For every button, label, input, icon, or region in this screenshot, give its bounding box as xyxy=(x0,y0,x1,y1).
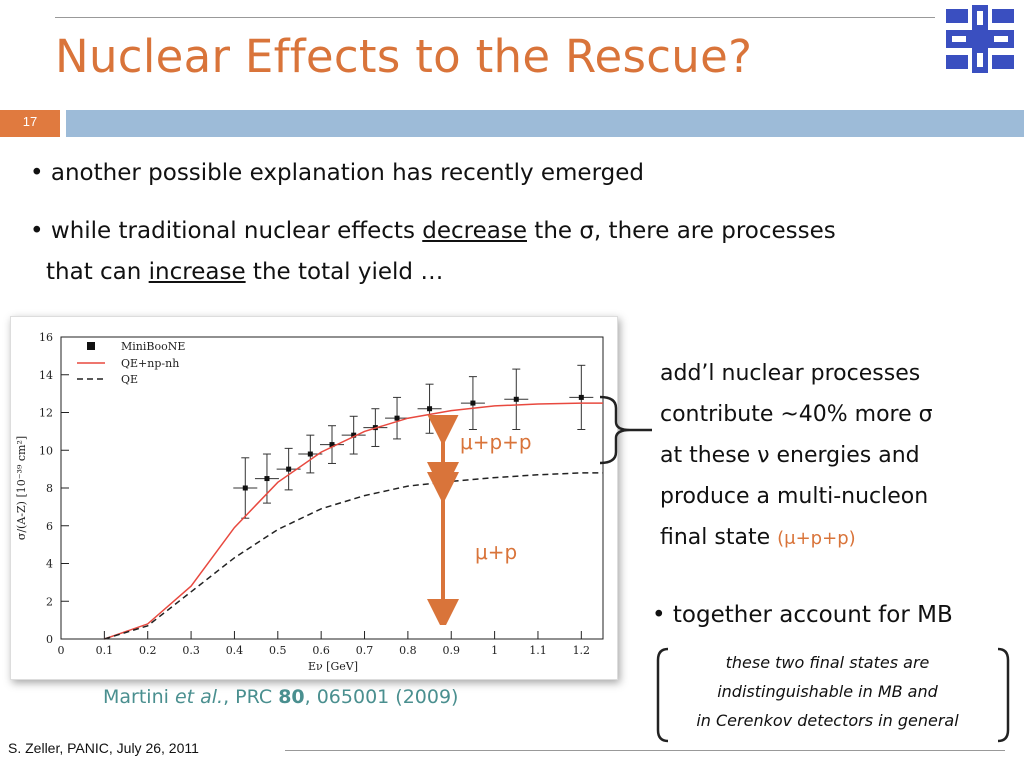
note-line-3: in Cerenkov detectors in general xyxy=(696,711,959,730)
cross-section-chart: 0 0.1 0.2 0.3 0.4 0.5 0.6 0.7 0.8 0.9 1 1.1 1.2 0 2 4 6 8… xyxy=(15,331,604,673)
annotation-line-3: at these ν energies and xyxy=(660,443,920,468)
lower-arrow-label: μ+p xyxy=(475,540,518,564)
top-rule xyxy=(55,17,935,18)
y-tick-label: 6 xyxy=(46,520,53,533)
note-brackets xyxy=(656,647,1010,743)
x-tick-label: 1.1 xyxy=(529,644,547,657)
legend-marker-miniboone xyxy=(87,342,95,350)
y-tick-label: 2 xyxy=(46,595,53,608)
bullet-3-text: together account for MB xyxy=(672,602,953,628)
x-tick-label: 0.2 xyxy=(139,644,157,657)
x-tick-label: 0.4 xyxy=(226,644,244,657)
x-tick-label: 0.7 xyxy=(356,644,374,657)
bullet-2-underline-increase: increase xyxy=(148,259,246,285)
y-tick-label: 12 xyxy=(39,407,53,420)
legend-label: QE xyxy=(121,373,138,386)
bullet-1: • another possible explanation has recen… xyxy=(30,160,644,186)
note-line-1: these two final states are xyxy=(725,653,930,672)
bullet-2-text-b: the σ, there are processes xyxy=(526,218,836,244)
x-tick-label: 0.8 xyxy=(399,644,417,657)
bullet-3: • together account for MB xyxy=(652,602,953,628)
data-point xyxy=(329,442,335,448)
header-bar xyxy=(66,110,1024,137)
data-point xyxy=(351,432,357,438)
annotation-highlight: (μ+p+p) xyxy=(777,528,856,549)
bullet-2-line-2: that can increase the total yield … xyxy=(46,257,443,287)
bullet-2: • while traditional nuclear effects decr… xyxy=(30,218,836,244)
annotation-line-1: add’l nuclear processes xyxy=(660,361,921,386)
note-line-2: indistinguishable in MB and xyxy=(717,682,938,701)
data-point xyxy=(427,406,433,412)
citation-volume: 80 xyxy=(278,686,305,708)
qe-np-nh-curve xyxy=(104,402,603,640)
legend-label: MiniBooNE xyxy=(121,340,185,353)
y-tick-label: 10 xyxy=(39,444,53,457)
citation-rest: , 065001 (2009) xyxy=(304,686,459,708)
bullet-2-text-a: while traditional nuclear effects xyxy=(50,218,423,244)
qe-curve xyxy=(104,472,603,640)
fermilab-logo-icon xyxy=(946,5,1014,73)
data-point xyxy=(578,394,584,400)
footer-rule xyxy=(285,750,1005,751)
annotation-line-5: final state (μ+p+p) xyxy=(660,523,856,554)
data-point xyxy=(470,400,476,406)
annotation-line-2: contribute ~40% more σ xyxy=(660,402,933,427)
x-axis-label: Eν [GeV] xyxy=(308,660,358,673)
annotation-line-5-text: final state xyxy=(660,525,778,550)
right-brace xyxy=(599,395,652,465)
bullet-2-underline-decrease: decrease xyxy=(422,218,527,244)
upper-arrow-label: μ+p+p xyxy=(460,430,532,454)
citation-etal: et al. xyxy=(174,686,224,708)
cross-section-figure: 0 0.1 0.2 0.3 0.4 0.5 0.6 0.7 0.8 0.9 1 1.1 1.2 0 2 4 6 8… xyxy=(10,316,618,680)
x-tick-label: 1.2 xyxy=(573,644,591,657)
slide-title: Nuclear Effects to the Rescue? xyxy=(55,30,753,83)
data-point xyxy=(513,396,519,402)
x-tick-label: 0 xyxy=(58,644,65,657)
slide-number: 17 xyxy=(0,110,60,137)
bullet-2-text-d: the total yield … xyxy=(245,259,444,285)
footer-text: S. Zeller, PANIC, July 26, 2011 xyxy=(8,740,199,756)
data-point xyxy=(242,485,248,491)
x-tick-label: 0.3 xyxy=(182,644,200,657)
x-tick-label: 0.6 xyxy=(312,644,330,657)
plot-overlay xyxy=(427,415,459,625)
bullet-1-text: another possible explanation has recentl… xyxy=(50,160,644,186)
y-tick-label: 8 xyxy=(46,482,53,495)
citation-author: Martini xyxy=(103,686,175,708)
y-tick-label: 16 xyxy=(39,331,53,344)
citation-journal: , PRC xyxy=(223,686,279,708)
bullet-2-text-c: that can xyxy=(46,259,149,285)
y-axis-label: σ/(A-Z) [10⁻³⁹ cm²] xyxy=(15,436,28,540)
y-tick-label: 14 xyxy=(39,369,53,382)
y-tick-label: 4 xyxy=(46,558,53,571)
data-point xyxy=(307,451,313,457)
x-tick-label: 0.1 xyxy=(96,644,114,657)
x-tick-label: 0.9 xyxy=(442,644,460,657)
citation: Martini et al., PRC 80, 065001 (2009) xyxy=(103,686,458,708)
y-tick-label: 0 xyxy=(46,633,53,646)
data-point xyxy=(286,466,292,472)
legend-label: QE+np-nh xyxy=(121,357,179,370)
annotation-line-4: produce a multi-nucleon xyxy=(660,484,929,509)
data-point xyxy=(264,476,270,482)
x-tick-label: 0.5 xyxy=(269,644,287,657)
x-tick-label: 1 xyxy=(491,644,498,657)
data-point xyxy=(394,415,400,421)
